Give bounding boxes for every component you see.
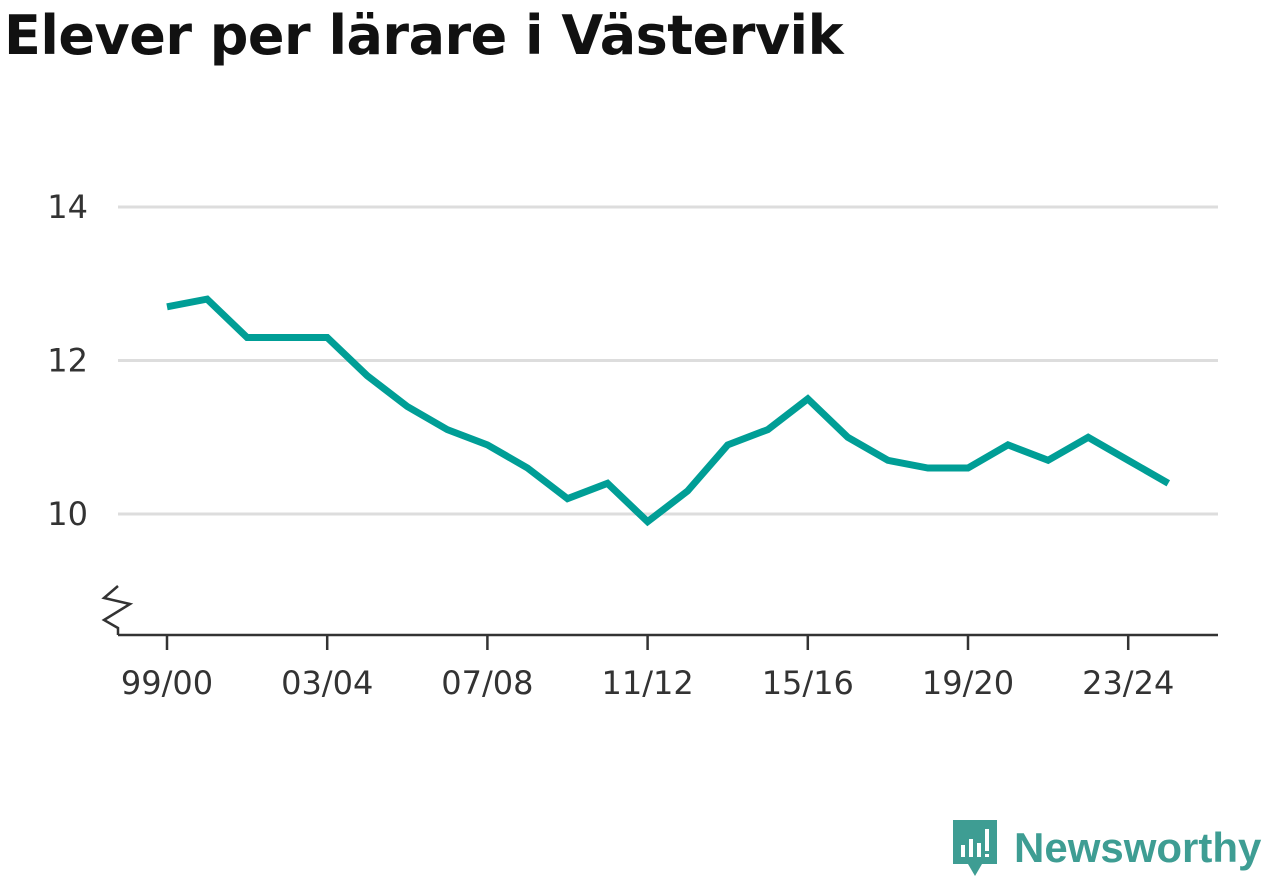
x-tick-label-15-16: 15/16	[762, 664, 854, 702]
series-line-0	[166, 295, 1171, 527]
x-tick-label-07-08: 07/08	[441, 664, 533, 702]
x-tick-label-99-00: 99/00	[121, 664, 213, 702]
x-tick-label-03-04: 03/04	[281, 664, 373, 702]
chart-title: Elever per lärare i Västervik	[4, 4, 843, 67]
x-axis: 99/00 03/04 07/08 11/12 15/16 19/20 23/24	[101, 585, 1218, 702]
x-tick-label-11-12: 11/12	[601, 664, 693, 702]
y-tick-label-12: 12	[47, 342, 88, 380]
y-tick-label-10: 10	[47, 495, 88, 533]
x-tick-label-23-24: 23/24	[1082, 664, 1174, 702]
newsworthy-brand: Newsworthy	[950, 818, 1261, 878]
newsworthy-logo-icon	[953, 820, 997, 876]
grid-lines	[118, 205, 1218, 516]
axis-break-icon	[101, 585, 134, 635]
brand-name: Newsworthy	[1014, 824, 1262, 871]
series-group	[166, 295, 1171, 527]
y-axis-ticks: 10 12 14	[47, 188, 88, 533]
y-tick-label-14: 14	[47, 188, 88, 226]
x-tick-label-19-20: 19/20	[922, 664, 1014, 702]
